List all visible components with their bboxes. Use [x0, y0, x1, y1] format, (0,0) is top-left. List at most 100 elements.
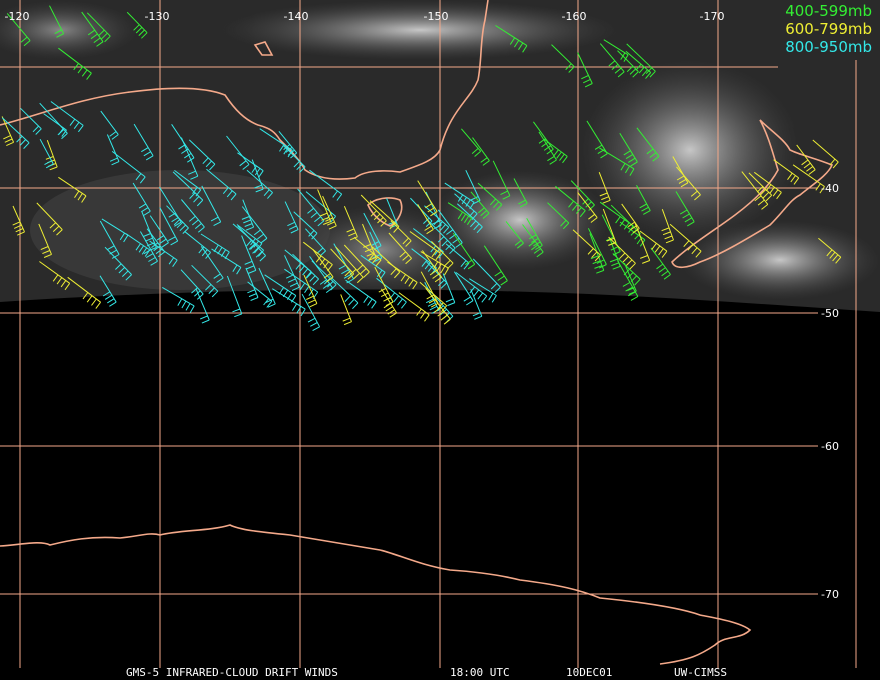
wind-barb [247, 281, 273, 308]
antarctica-coast [0, 524, 752, 665]
wind-barb [345, 279, 377, 309]
legend-entry: 800-950mb [785, 38, 872, 56]
wind-barb [292, 253, 319, 286]
wind-barb [353, 236, 382, 267]
wind-barb [99, 275, 117, 307]
wind-barb [241, 235, 257, 274]
wind-barb [259, 128, 293, 158]
wind-barb [100, 110, 119, 140]
wind-barb [171, 124, 195, 163]
wind-barb [174, 169, 202, 197]
wind-barb [264, 274, 297, 303]
wind-barb [12, 205, 25, 236]
wind-barb [773, 159, 800, 185]
wind-barb [126, 11, 148, 39]
wind-barb [599, 147, 635, 176]
wind-barb [201, 185, 222, 227]
wind-barb [495, 25, 528, 53]
wind-barb [39, 138, 54, 169]
wind-barb [461, 128, 482, 157]
wind-barb [380, 288, 398, 318]
wind-barb [162, 286, 195, 314]
wind-barb [166, 205, 189, 234]
wind-barb [424, 205, 450, 234]
wind-barb [172, 171, 204, 207]
source-label: UW-CIMSS [674, 666, 727, 679]
wind-barb [293, 211, 318, 240]
wind-barb [586, 120, 608, 159]
wind-barb [650, 247, 671, 280]
wind-barb [532, 121, 554, 155]
wind-barb [577, 192, 598, 223]
wind-barb [343, 206, 358, 241]
wind-barb [284, 201, 299, 234]
wind-barb [237, 152, 264, 178]
wind-barb [20, 107, 42, 135]
wind-barb [570, 180, 595, 211]
wind-barb [796, 144, 816, 175]
wind-barb [309, 169, 343, 201]
wind-barb [139, 231, 158, 266]
wind-barb [125, 233, 151, 257]
wind-barb [572, 229, 601, 262]
wind-barb [472, 137, 490, 166]
wind-barb [301, 293, 321, 332]
wind-barb [477, 182, 503, 211]
wind-barb [58, 176, 87, 203]
wind-barb [241, 206, 268, 244]
wind-barb [617, 50, 639, 78]
wind-barb [555, 185, 586, 218]
cloud [0, 0, 140, 60]
wind-barb [577, 52, 593, 88]
wind-barb [104, 246, 132, 281]
date-label: 10DEC01 [566, 666, 612, 679]
wind-barb [360, 254, 386, 280]
wind-barb [200, 246, 224, 283]
wind-barb [184, 230, 211, 259]
wind-barb [636, 127, 660, 162]
longitude-label: -160 [562, 10, 587, 23]
wind-barb [470, 289, 483, 320]
wind-barb [159, 186, 182, 227]
wind-barb [409, 231, 441, 261]
wind-barb [362, 223, 377, 261]
wind-barb [328, 275, 359, 310]
wind-barb [191, 264, 219, 298]
wind-barb [387, 261, 418, 290]
wind-barb [388, 232, 412, 265]
wind-barb [612, 253, 641, 286]
wind-barb [232, 223, 264, 257]
wind-barb [159, 207, 179, 246]
latitude-label: -70 [821, 588, 839, 601]
wind-barb [6, 13, 31, 47]
wind-barb [426, 261, 448, 289]
wind-barb [551, 44, 575, 73]
wind-barb [302, 241, 333, 272]
cloud [290, 205, 470, 295]
longitude-label: -150 [424, 10, 449, 23]
wind-barb [335, 246, 364, 284]
wind-barb [661, 209, 674, 244]
wind-barb [81, 11, 104, 47]
wind-barb [322, 195, 337, 230]
wind-barb [195, 288, 210, 324]
wind-barb [818, 237, 842, 264]
wind-barb [398, 292, 430, 322]
wind-barb [412, 228, 444, 259]
wind-barb [284, 268, 319, 299]
wind-barb [200, 233, 230, 260]
wind-barb [452, 232, 476, 270]
wind-barb [297, 188, 325, 227]
wind-barb [371, 246, 401, 279]
wind-barb [101, 218, 129, 243]
wind-barb [309, 256, 334, 294]
wind-barb [669, 223, 702, 258]
wind-barb [526, 217, 543, 250]
wind-barb [390, 220, 412, 247]
island-coast [253, 41, 274, 56]
wind-barb [625, 50, 652, 79]
new-zealand-coast [671, 119, 834, 269]
wind-barb [442, 273, 456, 307]
wind-barb [617, 260, 639, 301]
